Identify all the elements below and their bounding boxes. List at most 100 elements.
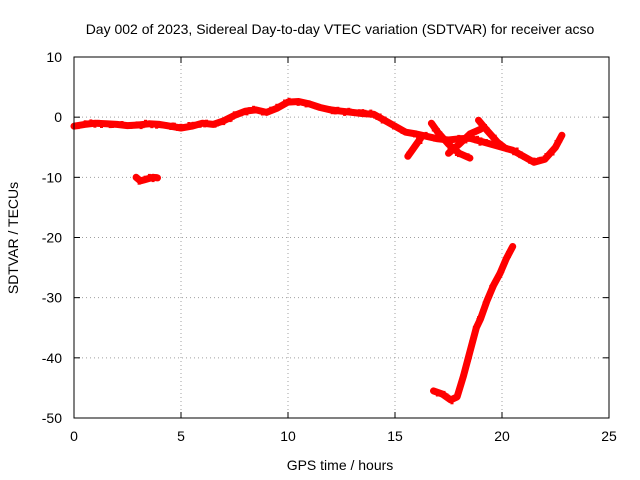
data-point [136,125,139,129]
data-point [505,258,509,262]
data-point [176,127,179,131]
data-point [454,147,457,150]
data-point [481,123,485,127]
data-point [447,152,450,156]
data-point [354,109,358,113]
data-point [505,255,509,258]
data-point [490,284,494,288]
data-point [144,119,147,123]
data-point [432,388,436,392]
data-point [434,130,438,134]
data-point [132,122,136,126]
data-point [459,151,463,154]
data-point [258,111,262,115]
data-point [137,181,141,185]
data-point [468,347,472,351]
data-point [487,296,491,300]
data-point [158,125,161,129]
data-point [249,109,253,112]
data-point [140,178,144,182]
data-point [92,121,96,125]
data-point [144,176,148,180]
data-point [108,125,112,129]
data-point [263,109,267,113]
data-point [431,128,435,132]
data-point [383,116,387,120]
data-point [156,176,159,180]
data-point [551,152,555,156]
data-point [369,109,373,113]
data-point [440,133,444,137]
data-point [289,98,293,102]
data-point [390,123,394,127]
data-point [154,176,158,180]
data-point [356,112,360,116]
data-point [447,148,451,152]
data-point [429,121,433,125]
data-point [416,141,420,145]
y-tick-label: 10 [46,49,62,65]
data-point [357,109,361,113]
data-point [556,140,560,144]
data-point [240,110,244,114]
data-point [475,137,479,141]
y-tick-label: -50 [42,410,62,426]
data-point [468,156,472,160]
data-point [237,111,240,115]
data-point [559,139,563,143]
data-point [538,156,542,160]
y-tick-label: -40 [42,350,62,366]
data-point [504,260,508,264]
data-point [508,146,512,150]
data-point [375,116,379,120]
data-point [375,114,379,118]
data-point [436,138,440,142]
data-point [475,324,479,328]
series-arc-18-19h [445,125,485,157]
data-point [169,127,173,130]
data-point [413,134,416,138]
data-point [463,153,467,157]
data-point [460,136,464,140]
data-point [454,137,458,141]
data-point [481,307,485,310]
data-point [305,101,309,105]
data-point [413,142,417,146]
data-point [115,122,119,126]
data-point [432,136,436,140]
data-point [434,127,438,131]
data-point [463,155,467,159]
data-point [458,385,462,389]
data-point [135,121,139,125]
data-point [254,108,258,112]
data-point [137,178,141,182]
series-layer [70,97,566,405]
data-point [460,140,464,144]
y-axis-label: SDTVAR / TECUs [5,182,21,294]
data-point [486,127,490,131]
data-point [474,130,478,134]
data-point [117,121,121,125]
data-point [406,155,410,159]
data-point [501,268,505,272]
data-point [476,326,480,330]
data-point [334,111,338,115]
data-point [113,121,117,125]
data-point [139,126,143,130]
data-point [454,153,458,156]
data-point [483,124,487,127]
data-point [147,177,151,180]
data-point [163,122,167,125]
data-point [363,111,367,115]
data-point [405,132,409,136]
data-point [276,107,279,111]
series-line [430,243,517,404]
data-point [446,138,449,142]
data-point [484,299,488,302]
data-point [499,145,502,149]
data-point [507,255,511,258]
data-point [151,179,155,183]
data-point [455,396,459,400]
data-point [110,125,114,128]
